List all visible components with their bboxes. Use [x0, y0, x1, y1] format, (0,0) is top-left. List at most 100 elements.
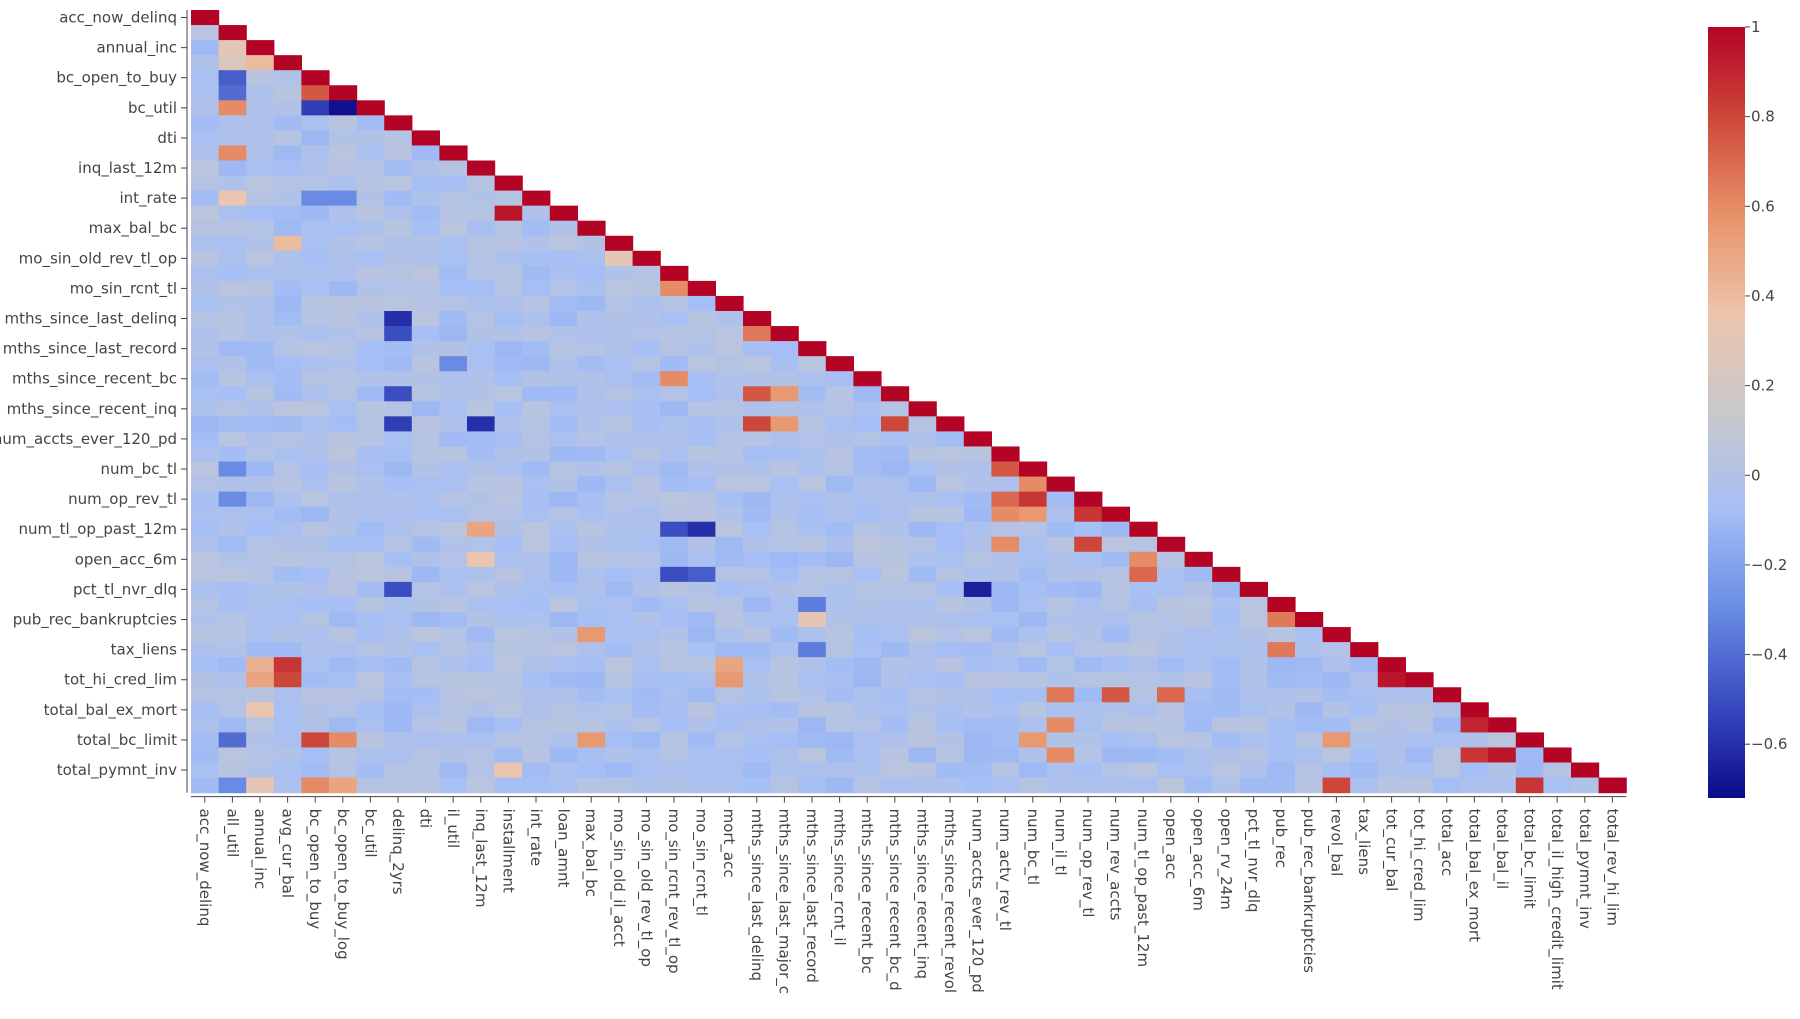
- heatmap-cell: [577, 326, 606, 342]
- heatmap-cell: [715, 612, 744, 628]
- heatmap-cell: [798, 416, 827, 432]
- heatmap-cell: [1377, 687, 1406, 703]
- heatmap-cell: [577, 431, 606, 448]
- heatmap-cell: [1433, 702, 1462, 718]
- heatmap-cell: [522, 627, 551, 643]
- heatmap-cell: [1184, 627, 1213, 643]
- heatmap-cell: [218, 491, 247, 508]
- heatmap-cell: [191, 491, 220, 508]
- heatmap-cell: [191, 476, 220, 493]
- heatmap-cell: [273, 491, 302, 508]
- heatmap-cell: [384, 341, 413, 357]
- heatmap-cell: [439, 657, 468, 673]
- x-tick-label: mort_acc: [719, 809, 738, 878]
- heatmap-cell: [1019, 687, 1048, 703]
- heatmap-cell: [1101, 566, 1130, 583]
- heatmap-cell: [411, 657, 440, 673]
- heatmap-cell: [605, 356, 634, 372]
- heatmap-cell: [329, 461, 358, 478]
- heatmap-cell: [1267, 717, 1296, 733]
- heatmap-cell: [1322, 777, 1351, 794]
- heatmap-cell: [494, 356, 523, 372]
- heatmap-cell: [605, 476, 634, 493]
- heatmap-cell: [191, 416, 220, 432]
- heatmap-cell: [1019, 657, 1048, 673]
- heatmap-cell: [1212, 612, 1241, 628]
- heatmap-cell: [660, 702, 689, 718]
- heatmap-cell: [1101, 717, 1130, 733]
- heatmap-cell: [825, 476, 854, 493]
- heatmap-cell: [660, 777, 689, 794]
- heatmap-cell: [329, 717, 358, 733]
- heatmap-cell: [853, 612, 882, 628]
- heatmap-cell: [605, 341, 634, 357]
- heatmap-cell: [246, 190, 275, 207]
- heatmap-cell: [770, 401, 799, 417]
- heatmap-cell: [356, 506, 385, 523]
- heatmap-cell: [1046, 642, 1075, 658]
- heatmap-cell: [439, 551, 468, 568]
- heatmap-cell: [1046, 702, 1075, 718]
- heatmap-cell: [798, 717, 827, 733]
- heatmap-cell: [632, 536, 661, 553]
- heatmap-cell: [1322, 747, 1351, 764]
- heatmap-cell: [246, 401, 275, 417]
- heatmap-cell: [494, 175, 523, 192]
- heatmap-cell: [1239, 747, 1268, 764]
- heatmap-cell: [1074, 491, 1103, 508]
- heatmap-cell: [1598, 777, 1627, 794]
- heatmap-cell: [1267, 657, 1296, 673]
- heatmap-cell: [191, 265, 220, 282]
- heatmap-cell: [467, 657, 496, 673]
- heatmap-cell: [522, 205, 551, 222]
- heatmap-cell: [218, 717, 247, 733]
- heatmap-cell: [798, 777, 827, 794]
- heatmap-cell: [881, 612, 910, 628]
- heatmap-cell: [1046, 581, 1075, 598]
- heatmap-cell: [411, 672, 440, 688]
- heatmap-cell: [494, 190, 523, 207]
- heatmap-cell: [494, 326, 523, 342]
- heatmap-cell: [1377, 747, 1406, 764]
- heatmap-cell: [273, 521, 302, 538]
- heatmap-cell: [494, 265, 523, 282]
- heatmap-cell: [384, 642, 413, 658]
- heatmap-cell: [273, 100, 302, 116]
- heatmap-cell: [439, 235, 468, 252]
- heatmap-cell: [632, 250, 661, 267]
- heatmap-cell: [273, 235, 302, 252]
- heatmap-cell: [798, 521, 827, 538]
- heatmap-cell: [1239, 581, 1268, 598]
- heatmap-cell: [522, 596, 551, 613]
- heatmap-cell: [494, 401, 523, 417]
- heatmap-cell: [522, 672, 551, 688]
- heatmap-cell: [467, 235, 496, 252]
- heatmap-cell: [329, 431, 358, 448]
- heatmap-cell: [715, 491, 744, 508]
- heatmap-cell: [963, 491, 992, 508]
- heatmap-cell: [439, 627, 468, 643]
- y-tick-label: num_op_rev_tl: [68, 490, 177, 509]
- y-tick-label: open_acc_6m: [75, 550, 177, 569]
- y-tick-label: int_rate: [119, 189, 177, 208]
- heatmap-cell: [881, 732, 910, 749]
- heatmap-cell: [191, 205, 220, 222]
- heatmap-cell: [577, 687, 606, 703]
- heatmap-cell: [467, 295, 496, 312]
- heatmap-cell: [1405, 672, 1434, 688]
- heatmap-cell: [301, 476, 330, 493]
- heatmap-cell: [715, 762, 744, 779]
- x-tick-label: mths_since_last_record: [802, 809, 821, 983]
- heatmap-cell: [467, 476, 496, 493]
- heatmap-cell: [273, 250, 302, 267]
- heatmap-cell: [770, 491, 799, 508]
- heatmap-cell: [770, 687, 799, 703]
- heatmap-cell: [1239, 657, 1268, 673]
- heatmap-cell: [687, 536, 716, 553]
- heatmap-cell: [467, 326, 496, 342]
- heatmap-cell: [798, 506, 827, 523]
- heatmap-cell: [743, 416, 772, 432]
- heatmap-cell: [273, 732, 302, 749]
- heatmap-cell: [825, 717, 854, 733]
- heatmap-cell: [632, 702, 661, 718]
